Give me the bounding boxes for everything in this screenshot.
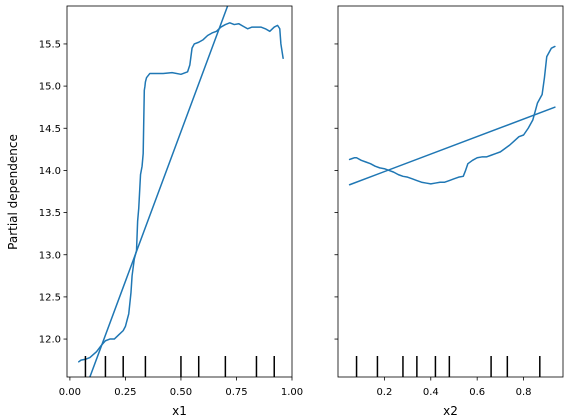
x-tick-label: 1.00 (281, 387, 303, 398)
x-tick-label: 0.00 (59, 387, 81, 398)
y-tick-label: 12.5 (39, 292, 61, 303)
x-tick-label: 0.50 (170, 387, 192, 398)
axes-frame (337, 5, 564, 378)
y-tick-label: 13.5 (39, 208, 61, 219)
plot-area (78, 6, 284, 377)
y-axis-label: Partial dependence (6, 134, 20, 250)
panel-x2: 0.2 0.4 0.6 0.8 x2 (334, 5, 564, 418)
y-tick-label: 14.0 (39, 166, 61, 177)
x-tick-label: 0.4 (423, 387, 439, 398)
partial-dependence-line (78, 22, 284, 363)
y-tick-label: 13.0 (39, 250, 61, 261)
linear-fit-line (348, 106, 556, 186)
x-tick-label: 0.2 (376, 387, 392, 398)
x-tick-label: 0.8 (516, 387, 532, 398)
x-tick-label: 0.6 (469, 387, 485, 398)
linear-fit-line (89, 6, 229, 377)
panel-x1: 0.00 0.25 0.50 0.75 1.00 x1 12.0 12.5 13.0 13.5 14… (39, 5, 303, 418)
x-axis-label: x2 (443, 404, 458, 418)
x-tick-label: 0.75 (225, 387, 247, 398)
y-tick-label: 15.5 (39, 40, 61, 51)
plot-area (348, 45, 556, 377)
axes-frame (66, 5, 293, 378)
x-tick-label: 0.25 (114, 387, 136, 398)
y-tick-label: 12.0 (39, 335, 61, 346)
y-tick-label: 14.5 (39, 124, 61, 135)
x-axis-label: x1 (172, 404, 187, 418)
y-tick-label: 15.0 (39, 82, 61, 93)
